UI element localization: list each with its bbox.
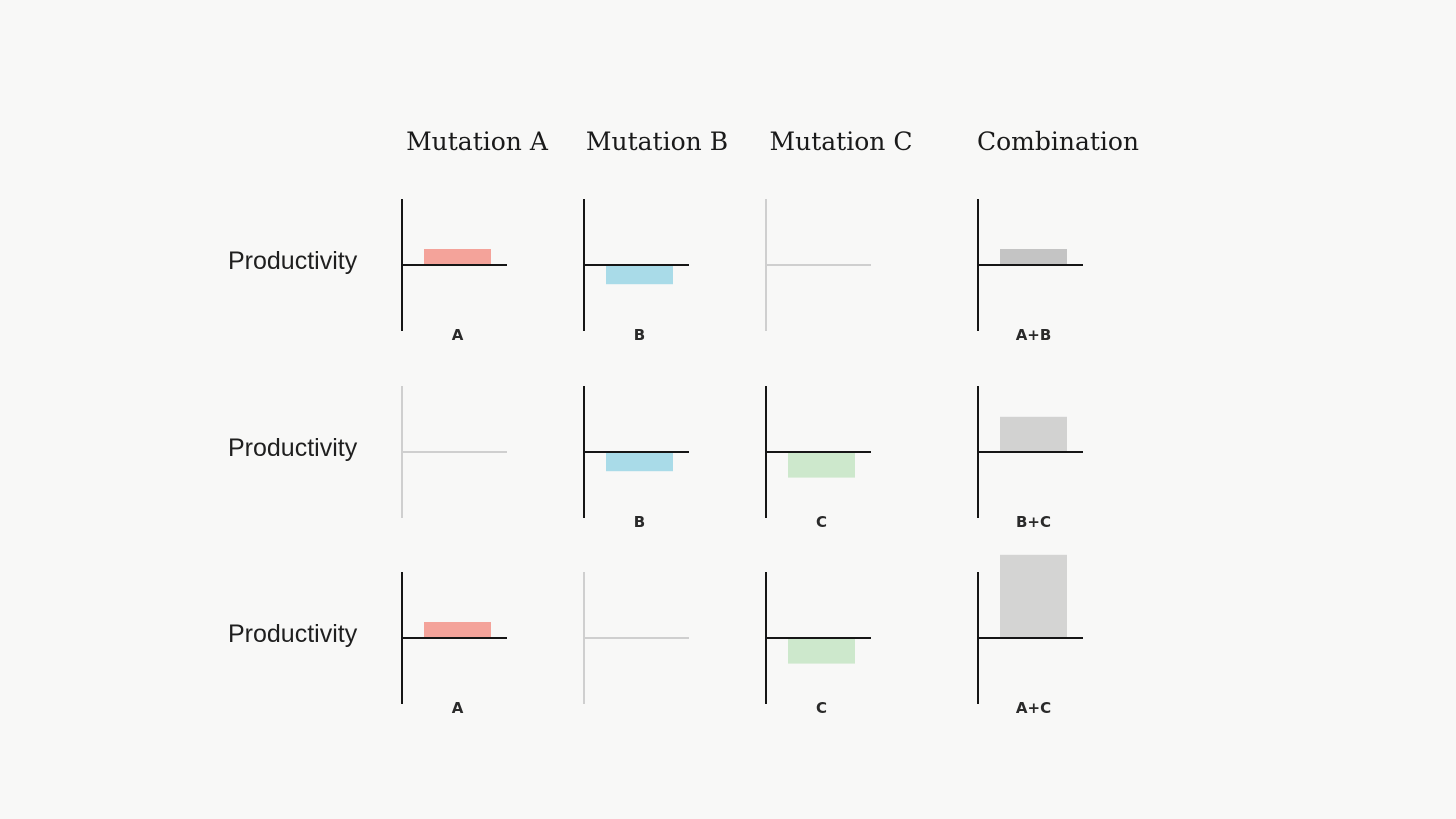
row-label: Productivity bbox=[228, 434, 358, 462]
column-titles: Mutation A Mutation B Mutation C Combinatio… bbox=[406, 127, 1139, 156]
bar-a-plus-c bbox=[1000, 554, 1067, 638]
bar-c bbox=[788, 638, 855, 664]
cell-label: A+B bbox=[1016, 326, 1052, 344]
cell-label: C bbox=[816, 513, 827, 531]
cell-label: B+C bbox=[1016, 513, 1051, 531]
bar-b-plus-c bbox=[1000, 416, 1067, 452]
bar-b bbox=[606, 452, 673, 472]
panel-2-2: B bbox=[583, 386, 689, 531]
cell-label: B bbox=[634, 326, 645, 344]
column-title-4: Combination bbox=[977, 127, 1139, 156]
panel-3-4: A+C bbox=[977, 554, 1083, 717]
panel-2-3: C bbox=[765, 386, 871, 531]
cell-label: B bbox=[634, 513, 645, 531]
panel-1-1: A bbox=[401, 199, 507, 344]
panel-3-3: C bbox=[765, 572, 871, 717]
chart-row-2: Productivity B C B+C bbox=[228, 386, 1083, 531]
bar-a bbox=[424, 249, 491, 265]
column-title-3: Mutation C bbox=[770, 127, 913, 156]
panel-1-2: B bbox=[583, 199, 689, 344]
panel-3-2 bbox=[583, 572, 689, 704]
cell-label: A bbox=[452, 326, 464, 344]
chart-row-3: Productivity A C A+C bbox=[228, 554, 1083, 717]
cell-label: A bbox=[452, 699, 464, 717]
bar-b bbox=[606, 265, 673, 285]
bar-a bbox=[424, 622, 491, 638]
cell-label: C bbox=[816, 699, 827, 717]
panel-1-3 bbox=[765, 199, 871, 331]
panel-2-4: B+C bbox=[977, 386, 1083, 531]
column-title-2: Mutation B bbox=[586, 127, 728, 156]
bar-c bbox=[788, 452, 855, 478]
row-label: Productivity bbox=[228, 247, 358, 275]
bar-a-plus-b bbox=[1000, 249, 1067, 265]
cell-label: A+C bbox=[1016, 699, 1051, 717]
panel-3-1: A bbox=[401, 572, 507, 717]
chart-row-1: Productivity A B A+B bbox=[228, 199, 1083, 344]
panel-2-1 bbox=[401, 386, 507, 518]
column-title-1: Mutation A bbox=[406, 127, 549, 156]
row-label: Productivity bbox=[228, 620, 358, 648]
panel-1-4: A+B bbox=[977, 199, 1083, 344]
